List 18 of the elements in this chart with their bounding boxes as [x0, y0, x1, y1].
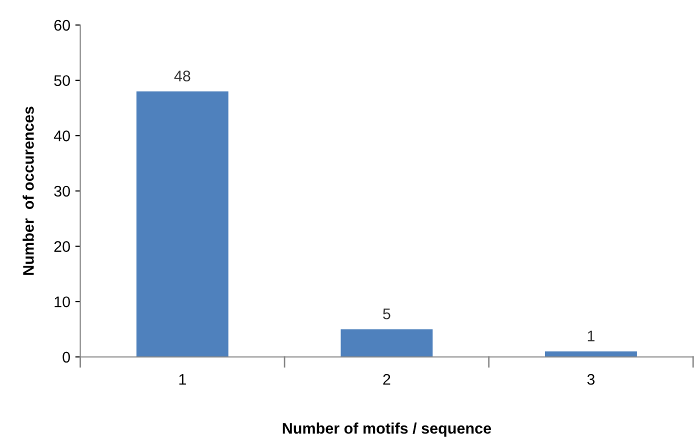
y-tick-label: 60 [54, 20, 70, 31]
data-label: 48 [174, 70, 190, 82]
y-axis-title: Number of occurences [22, 106, 34, 275]
x-tick-label: 1 [179, 374, 186, 385]
y-tick-label: 50 [54, 75, 70, 86]
bar [136, 91, 228, 357]
bar [545, 351, 637, 357]
y-tick-label: 20 [54, 241, 70, 252]
y-tick-label: 40 [54, 130, 70, 142]
y-tick-label: 0 [62, 352, 70, 363]
x-axis-title: Number of motifs / sequence [282, 422, 492, 437]
data-label: 1 [588, 330, 594, 342]
data-label: 5 [383, 308, 390, 320]
bar [340, 329, 433, 357]
y-tick-label: 10 [54, 296, 70, 308]
y-tick-label: 30 [54, 186, 70, 197]
x-tick-label: 3 [587, 374, 595, 385]
x-tick-label: 2 [383, 374, 390, 385]
